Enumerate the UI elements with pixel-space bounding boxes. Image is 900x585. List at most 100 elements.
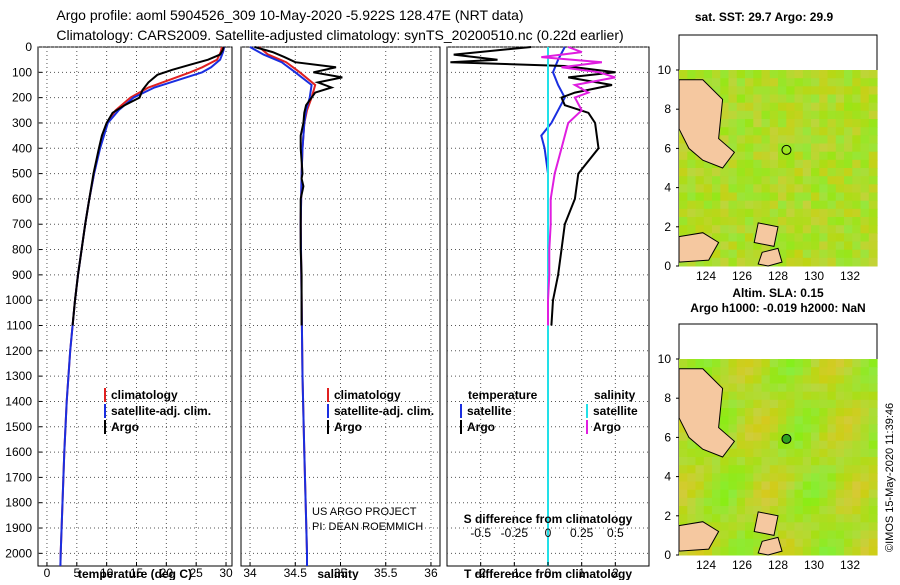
map-cell [728,135,738,144]
map-cell [687,546,697,556]
map-cell [860,522,870,531]
map-cell [720,546,730,556]
map-cell [819,70,829,79]
map-cell [736,257,746,267]
map-cell [679,448,688,458]
map-cell [745,546,754,556]
map-cell [712,192,721,202]
map-cell [769,424,779,433]
map-cell [819,94,829,104]
map-cell [736,143,746,153]
map-cell [835,225,845,234]
map-cell [852,457,862,466]
map-cell [852,110,862,120]
map-cell [802,184,812,193]
map-cell [852,94,862,104]
map-cell [827,408,837,417]
map-cell [745,159,754,169]
map-cell [745,86,754,95]
map-cell [753,506,763,515]
map-cell [679,465,688,474]
map-cell [753,86,763,95]
map-cell [835,367,845,376]
map-cell [794,143,804,153]
map-cell [868,399,878,409]
map-cell [679,424,688,433]
map-cell [736,383,746,393]
map-cell [786,184,796,193]
map-cell [794,184,804,193]
map-cell [679,151,688,161]
map-cell [695,546,705,556]
map-cell [786,192,796,202]
map-cell [778,168,787,177]
map-cell [745,497,754,507]
map-cell [811,86,820,95]
map-cell [835,391,845,401]
map-cell [769,497,779,507]
map-cell [703,184,713,193]
map-cell [852,375,862,384]
map-cell [802,497,812,507]
map-lat-label: 2 [664,220,671,234]
depth-tick-label: 1400 [5,394,32,408]
map-cell [745,457,754,466]
map-cell [728,522,738,531]
map-cell [835,506,845,515]
map-cell [852,391,862,401]
map-cell [794,159,804,169]
map-cell [753,383,763,393]
map-cell [819,391,829,401]
map-cell [786,135,796,144]
map-cell [802,119,812,128]
map-cell [778,233,787,242]
map-cell [769,184,779,193]
map-cell [844,522,853,531]
map-cell [802,440,812,450]
map-cell [794,208,804,218]
map-cell [835,119,845,128]
map-cell [728,391,738,401]
map-cell [736,424,746,433]
map-cell [679,225,688,234]
legend-t-argo: Argo [467,420,495,434]
series-s-argo [541,46,616,326]
altim-map-title2: Argo h1000: -0.019 h2000: NaN [690,301,865,315]
map-cell [852,448,862,458]
map-cell [695,489,705,499]
map-cell [860,176,870,185]
map-cell [778,135,787,144]
map-cell [844,399,853,409]
map-cell [703,367,713,376]
map-cell [720,176,730,185]
map-cell [761,184,771,193]
map-cell [819,225,829,234]
map-cell [827,257,837,267]
map-cell [794,448,804,458]
map-cell [802,208,812,218]
map-cell [687,506,697,515]
map-cell [827,538,837,548]
map-cell [811,489,820,499]
map-cell [860,465,870,474]
map-cell [786,375,796,384]
map-cell [868,78,878,87]
map-cell [794,102,804,112]
map-cell [778,473,787,482]
map-cell [794,522,804,531]
map-cell [844,143,853,153]
map-cell [819,168,829,177]
map-cell [860,448,870,458]
map-cell [868,127,878,136]
map-cell [852,192,862,202]
map-cell [827,440,837,450]
map-cell [811,200,820,210]
map-cell [811,249,820,259]
map-cell [852,249,862,259]
map-cell [745,481,754,491]
map-cell [736,514,746,523]
map-cell [844,192,853,202]
map-cell [778,457,787,466]
map-cell [802,143,812,153]
map-cell [868,176,878,185]
